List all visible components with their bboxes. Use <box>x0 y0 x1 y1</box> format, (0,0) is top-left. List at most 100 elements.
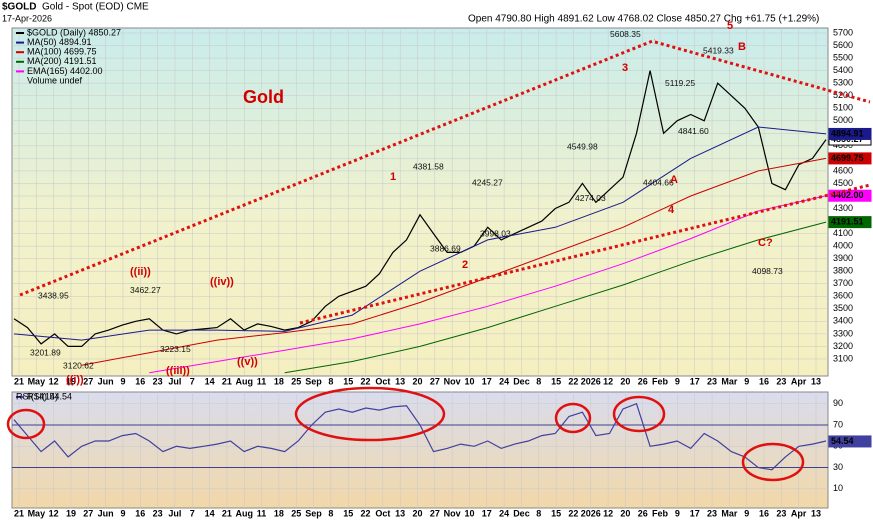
wave-label: ((iv)) <box>210 276 234 288</box>
price-label: 3120.62 <box>63 361 94 371</box>
lower-trendline <box>299 183 871 325</box>
x-tick-label: 17 <box>690 508 700 518</box>
price-label: 3886.69 <box>430 244 461 254</box>
y-tick-label: 5000 <box>833 115 853 125</box>
price-label: 3223.15 <box>160 344 191 354</box>
x-tick-label: 27 <box>430 508 440 518</box>
price-label: 3201.89 <box>30 347 61 357</box>
highlight-circle <box>554 402 592 434</box>
x-tick-label: 8 <box>536 376 541 386</box>
x-tick-label: 14 <box>205 376 215 386</box>
x-tick-label: 7 <box>190 508 195 518</box>
x-tick-label: Mar <box>721 508 738 518</box>
end-label: 4699.75 <box>831 153 864 163</box>
legend-label: MA(50) 4894.91 <box>27 37 92 47</box>
x-tick-label: 15 <box>343 376 353 386</box>
x-tick-label: Apr <box>791 376 807 386</box>
x-tick-label: 21 <box>14 508 24 518</box>
x-tick-label: 20 <box>620 376 630 386</box>
x-tick-label: 9 <box>675 508 680 518</box>
x-tick-label: 27 <box>83 376 93 386</box>
x-tick-label: 27 <box>430 376 440 386</box>
legend-label: Volume undef <box>27 75 83 85</box>
x-tick-label: Apr <box>791 508 807 518</box>
x-tick-label: Nov <box>444 376 461 386</box>
x-tick-label: 13 <box>395 376 405 386</box>
x-tick-label: 23 <box>776 376 786 386</box>
y-tick-label: 4600 <box>833 165 853 175</box>
wave-label: 5 <box>727 20 733 32</box>
date: 17-Apr-2026 <box>2 13 52 23</box>
highlight-circle <box>294 386 446 442</box>
y-tick-label: 3900 <box>833 253 853 263</box>
x-tick-label: 8 <box>328 508 333 518</box>
y-tick-label: 5600 <box>833 40 853 50</box>
x-tick-label: 22 <box>361 376 371 386</box>
y-tick-label: 4100 <box>833 228 853 238</box>
x-tick-label: Feb <box>652 376 669 386</box>
wave-label: B <box>738 41 746 53</box>
x-tick-label: 12 <box>603 376 613 386</box>
series-line <box>13 126 827 341</box>
legend-label: MA(100) 4699.75 <box>27 47 97 57</box>
end-label-box <box>828 152 872 165</box>
series-line <box>13 402 827 471</box>
series-line <box>13 70 827 347</box>
end-label: 4402.00 <box>831 190 864 200</box>
chart-annotation: Gold <box>243 87 284 107</box>
y-tick-label: 5500 <box>833 52 853 62</box>
resistance-line <box>654 40 871 104</box>
price-label: 5608.35 <box>610 29 641 39</box>
upper-trendline <box>19 38 656 297</box>
end-label: 4191.51 <box>831 216 864 226</box>
wave-label: ((iii)) <box>166 365 190 377</box>
wave-label: 1 <box>390 171 396 183</box>
x-tick-label: 22 <box>361 508 371 518</box>
x-tick-label: 19 <box>66 508 76 518</box>
x-tick-label: 9 <box>120 376 125 386</box>
x-tick-label: 9 <box>744 376 749 386</box>
end-label-box <box>828 127 872 140</box>
x-tick-label: 22 <box>568 508 578 518</box>
x-tick-label: 23 <box>153 508 163 518</box>
y-tick-label: 4300 <box>833 203 853 213</box>
highlight-circle <box>612 395 666 433</box>
x-tick-label: 20 <box>412 376 422 386</box>
x-tick-label: 2026 <box>581 376 601 386</box>
y-tick-label: 5400 <box>833 65 853 75</box>
highlight-circle <box>6 408 46 440</box>
y-tick-label: 5100 <box>833 103 853 113</box>
price-label: 4404.66 <box>643 178 674 188</box>
y-tick-label: 30 <box>833 462 843 472</box>
x-tick-label: Sep <box>305 376 322 386</box>
wave-label: C? <box>758 237 773 249</box>
y-tick-label: 3400 <box>833 316 853 326</box>
price-label: 5419.33 <box>703 45 734 55</box>
y-tick-label: 3600 <box>833 291 853 301</box>
x-tick-label: 21 <box>222 376 232 386</box>
series-line <box>81 157 827 366</box>
x-tick-label: 21 <box>222 508 232 518</box>
x-tick-label: Sep <box>305 508 322 518</box>
x-tick-label: Feb <box>652 508 669 518</box>
x-tick-label: 13 <box>395 508 405 518</box>
x-tick-label: Dec <box>513 376 530 386</box>
x-tick-label: May <box>28 508 46 518</box>
x-tick-label: 23 <box>776 508 786 518</box>
x-tick-label: Aug <box>235 376 253 386</box>
x-tick-label: 25 <box>291 376 301 386</box>
x-tick-label: 21 <box>14 376 24 386</box>
price-label: 5119.25 <box>665 78 695 88</box>
legend-label: $GOLD (Daily) 4850.27 <box>27 27 121 37</box>
wave-label: ((v)) <box>237 356 258 368</box>
x-tick-label: 7 <box>190 376 195 386</box>
price-label: 4381.58 <box>413 162 444 172</box>
wave-label: A <box>670 174 678 186</box>
y-tick-label: 3200 <box>833 341 853 351</box>
x-tick-label: 13 <box>811 508 821 518</box>
legend-label: MA(200) 4191.51 <box>27 56 97 66</box>
x-tick-label: 23 <box>707 508 717 518</box>
price-label: 4549.98 <box>567 141 598 151</box>
x-tick-label: 8 <box>328 376 333 386</box>
x-tick-label: 11 <box>257 376 267 386</box>
